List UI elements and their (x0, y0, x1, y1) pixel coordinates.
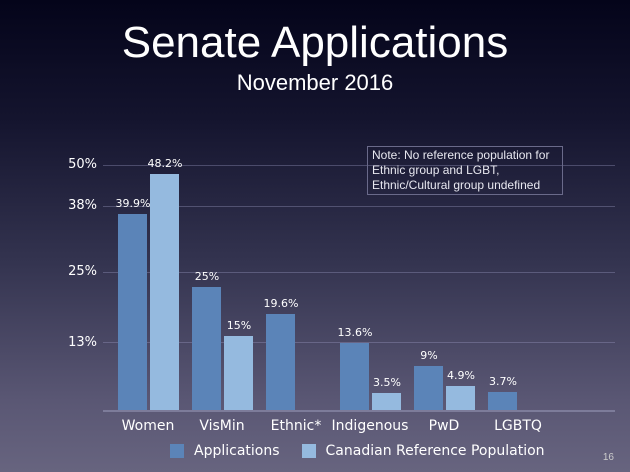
x-category-label: Indigenous (331, 418, 409, 434)
gridline (103, 342, 615, 343)
bar-value-label: 4.9% (447, 369, 475, 382)
bar-applications-ethnic (266, 314, 295, 410)
bar-reference-vismin (224, 336, 253, 410)
legend-label-reference: Canadian Reference Population (325, 443, 545, 459)
y-tick-50: 50% (68, 157, 97, 172)
y-tick-13: 13% (68, 335, 97, 350)
x-category-label: Ethnic* (270, 418, 322, 434)
bar-applications-indigenous (340, 343, 369, 410)
y-tick-38: 38% (68, 198, 97, 213)
x-axis (103, 410, 615, 412)
x-category-label: PwD (428, 418, 460, 434)
bar-applications-pwd (414, 366, 443, 410)
bar-value-label: 39.9% (115, 197, 151, 210)
legend: Applications Canadian Reference Populati… (170, 443, 545, 459)
gridline (103, 206, 615, 207)
gridline (103, 272, 615, 273)
gridline (103, 165, 615, 166)
bar-value-label: 48.2% (147, 157, 183, 170)
legend-label-applications: Applications (194, 443, 280, 459)
bar-reference-indigenous (372, 393, 401, 410)
legend-swatch-applications (170, 444, 184, 458)
bar-applications-vismin (192, 287, 221, 410)
bar-applications-lgbtq (488, 392, 517, 410)
bar-reference-pwd (446, 386, 475, 410)
x-category-label: LGBTQ (494, 418, 542, 434)
bar-value-label: 25% (194, 270, 220, 283)
page-number: 16 (602, 452, 614, 463)
bar-value-label: 13.6% (337, 326, 373, 339)
y-tick-25: 25% (68, 264, 97, 279)
legend-swatch-reference (301, 444, 316, 458)
plot-area: 39.9% 48.2% 25% 15% 19.6% 13.6% 3.5% 9% 4.9% 3.7% (103, 157, 615, 412)
chart-subtitle: November 2016 (236, 70, 394, 95)
bar-value-label: 3.7% (489, 375, 517, 388)
bar-value-label: 15% (226, 319, 252, 332)
bar-value-label: 19.6% (263, 297, 299, 310)
note-box: Note: No reference population for Ethnic… (367, 146, 563, 195)
bar-value-label: 9% (420, 349, 438, 362)
x-category-label: Women (121, 418, 175, 434)
bar-reference-women (150, 174, 179, 410)
x-category-label: VisMin (199, 418, 245, 434)
bar-applications-women (118, 214, 147, 410)
bar-value-label: 3.5% (373, 376, 401, 389)
chart-title: Senate Applications (121, 18, 509, 67)
